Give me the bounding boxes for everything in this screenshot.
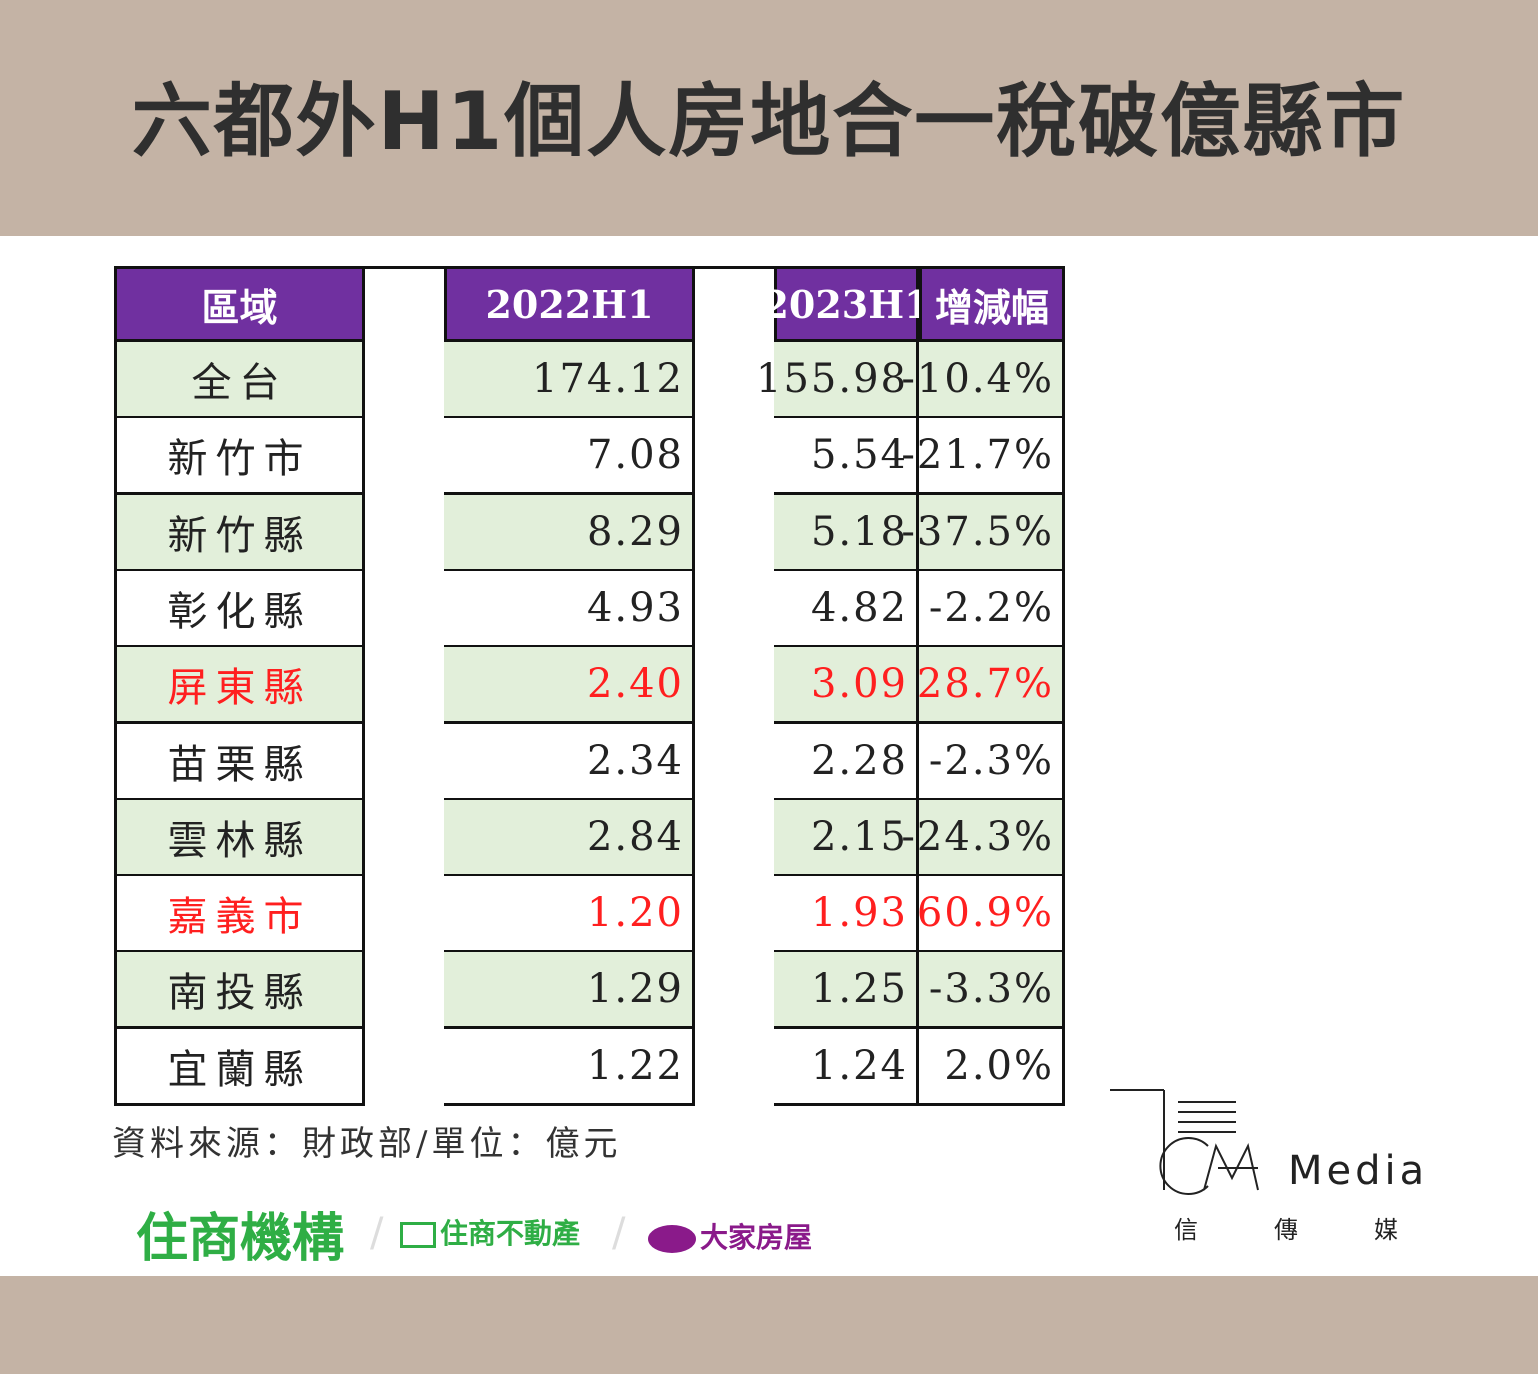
watermark-sub-1: 信 [1174,1216,1198,1244]
cm-mark-icon [1110,1089,1259,1195]
family-logo-icon [648,1225,696,1253]
value-cell: 7.08 [444,418,695,496]
region-cell: 全台 [114,342,365,419]
logo-divider: / [370,1210,384,1256]
value-cell: -10.4% [901,342,1065,419]
region-cell: 彰化縣 [114,570,365,648]
value-cell: -37.5% [901,494,1065,572]
value-cell: 60.9% [917,876,1065,954]
page-title: 六都外H1個人房地合一稅破億縣市 [131,75,1407,168]
value-cell: 5.18 [774,494,919,572]
column-header: 區域 [114,266,365,342]
header-band [0,0,1538,236]
logo-divider-2: / [612,1210,626,1256]
region-cell: 雲林縣 [114,799,365,877]
value-cell: 28.7% [917,647,1065,725]
value-cell: 1.20 [444,876,695,954]
value-cell: 3.09 [774,647,919,725]
column-header: 2022H1 [444,266,695,342]
value-cell: 174.12 [444,342,695,419]
value-cell: 4.82 [774,570,919,648]
value-cell: 2.40 [444,647,695,725]
value-cell: 155.98 [756,342,919,419]
logo-sub-1: 住商不動產 [400,1212,580,1252]
watermark-sub-2: 傳 [1274,1216,1298,1244]
logo-sub-2: 大家房屋 [648,1216,813,1256]
value-cell: -3.3% [919,952,1065,1030]
house-icon [400,1222,436,1248]
value-cell: 2.0% [919,1028,1065,1106]
logo-sub-1-text: 住商不動產 [440,1217,581,1250]
value-cell: 8.29 [444,494,695,572]
value-cell: -2.2% [919,570,1065,648]
table-top-rule [695,266,774,269]
value-cell: 1.29 [444,952,695,1030]
table-top-rule [365,266,444,269]
region-cell: 嘉義市 [114,876,365,954]
value-cell: -21.7% [901,418,1065,496]
watermark-logo: Media 信 傳 媒 [1108,1086,1424,1246]
region-cell: 苗栗縣 [114,723,365,801]
source-note: 資料來源：財政部/單位：億元 [112,1124,622,1164]
region-cell: 新竹縣 [114,494,365,572]
watermark-text: Media [1288,1148,1429,1194]
value-cell: 2.15 [774,799,919,877]
value-cell: 1.22 [444,1028,695,1106]
value-cell: 4.93 [444,570,695,648]
value-cell: 1.93 [774,876,919,954]
watermark-sub-3: 媒 [1374,1216,1398,1244]
value-cell: 1.24 [774,1028,919,1106]
value-cell: -2.3% [919,723,1065,801]
value-cell: -24.3% [901,799,1065,877]
column-header: 2023H1 [762,266,931,342]
column-header: 增減幅 [919,266,1065,342]
value-cell: 1.25 [774,952,919,1030]
region-cell: 屏東縣 [114,647,365,725]
brand-logo: 住商機構 [136,1209,345,1269]
logo-sub-2-text: 大家房屋 [700,1221,813,1254]
value-cell: 2.84 [444,799,695,877]
value-cell: 2.28 [774,723,919,801]
footer-band [0,1276,1538,1374]
region-cell: 南投縣 [114,952,365,1030]
value-cell: 5.54 [774,418,919,496]
region-cell: 新竹市 [114,418,365,496]
region-cell: 宜蘭縣 [114,1028,365,1106]
value-cell: 2.34 [444,723,695,801]
